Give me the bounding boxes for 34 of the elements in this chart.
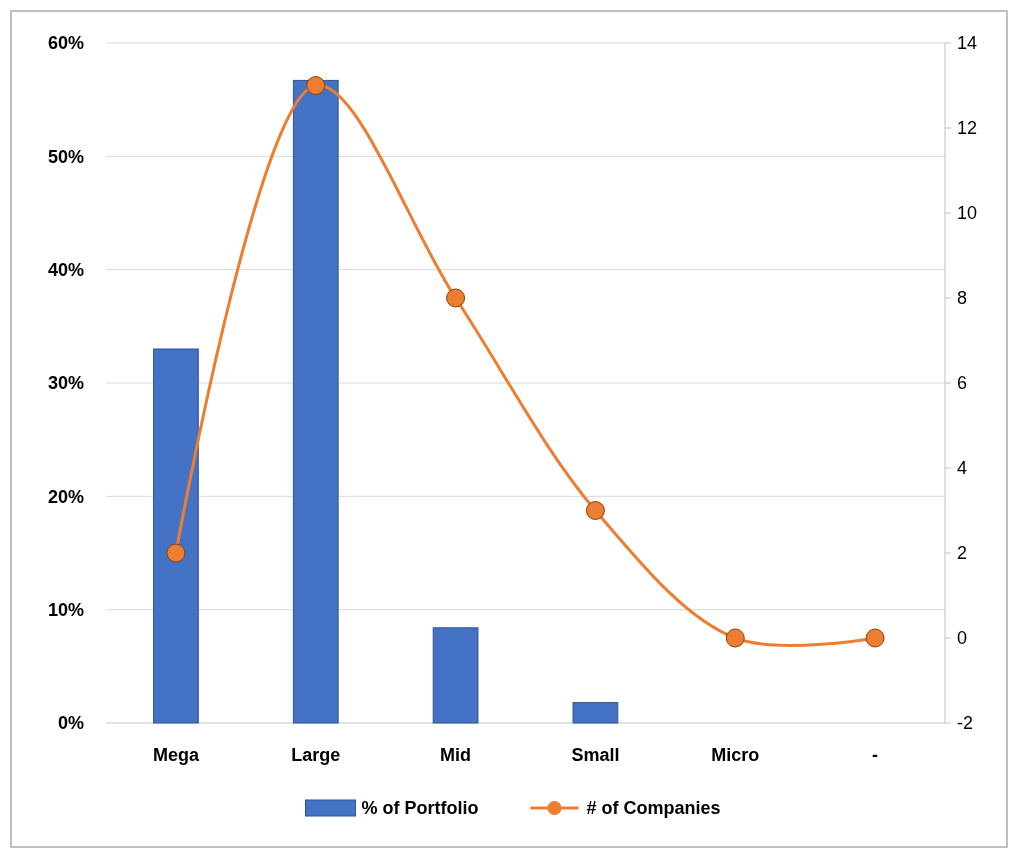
y2-tick-label: 10	[957, 203, 978, 224]
legend-label: % of Portfolio	[361, 798, 479, 819]
y2-tick-label: 6	[957, 373, 968, 394]
y2-tick-label: 8	[957, 288, 968, 309]
y-tick-label: 30%	[47, 373, 84, 394]
point	[865, 628, 885, 648]
point	[446, 288, 466, 308]
point	[306, 76, 326, 95]
y-tick-label: 60%	[47, 33, 84, 54]
x-tick-label: Large	[291, 745, 341, 765]
x-tick-label: -	[872, 745, 879, 765]
y-tick-label: 20%	[47, 486, 84, 507]
y-tick-label: 50%	[47, 146, 84, 167]
bar	[572, 702, 619, 724]
legend-label: # of Companies	[586, 798, 721, 819]
y2-tick-label: 4	[957, 458, 968, 479]
x-tick-label: Mid	[440, 745, 472, 765]
bar	[153, 348, 199, 724]
x-tick-label: Mega	[152, 745, 200, 765]
point	[166, 543, 186, 563]
point	[585, 501, 605, 520]
y-tick-label: 10%	[47, 599, 84, 620]
y2-tick-label: 0	[957, 628, 968, 649]
bar	[292, 79, 339, 724]
point	[725, 628, 745, 648]
y2-tick-label: -2	[957, 713, 974, 734]
y-tick-label: 0%	[57, 713, 84, 734]
y2-tick-label: 12	[957, 118, 978, 139]
x-tick-label: Micro	[711, 745, 760, 765]
y2-tick-label: 2	[957, 543, 968, 564]
y-tick-label: 40%	[47, 259, 84, 280]
x-tick-label: Small	[571, 745, 620, 765]
bar	[432, 627, 479, 724]
y2-tick-label: 14	[957, 33, 978, 54]
